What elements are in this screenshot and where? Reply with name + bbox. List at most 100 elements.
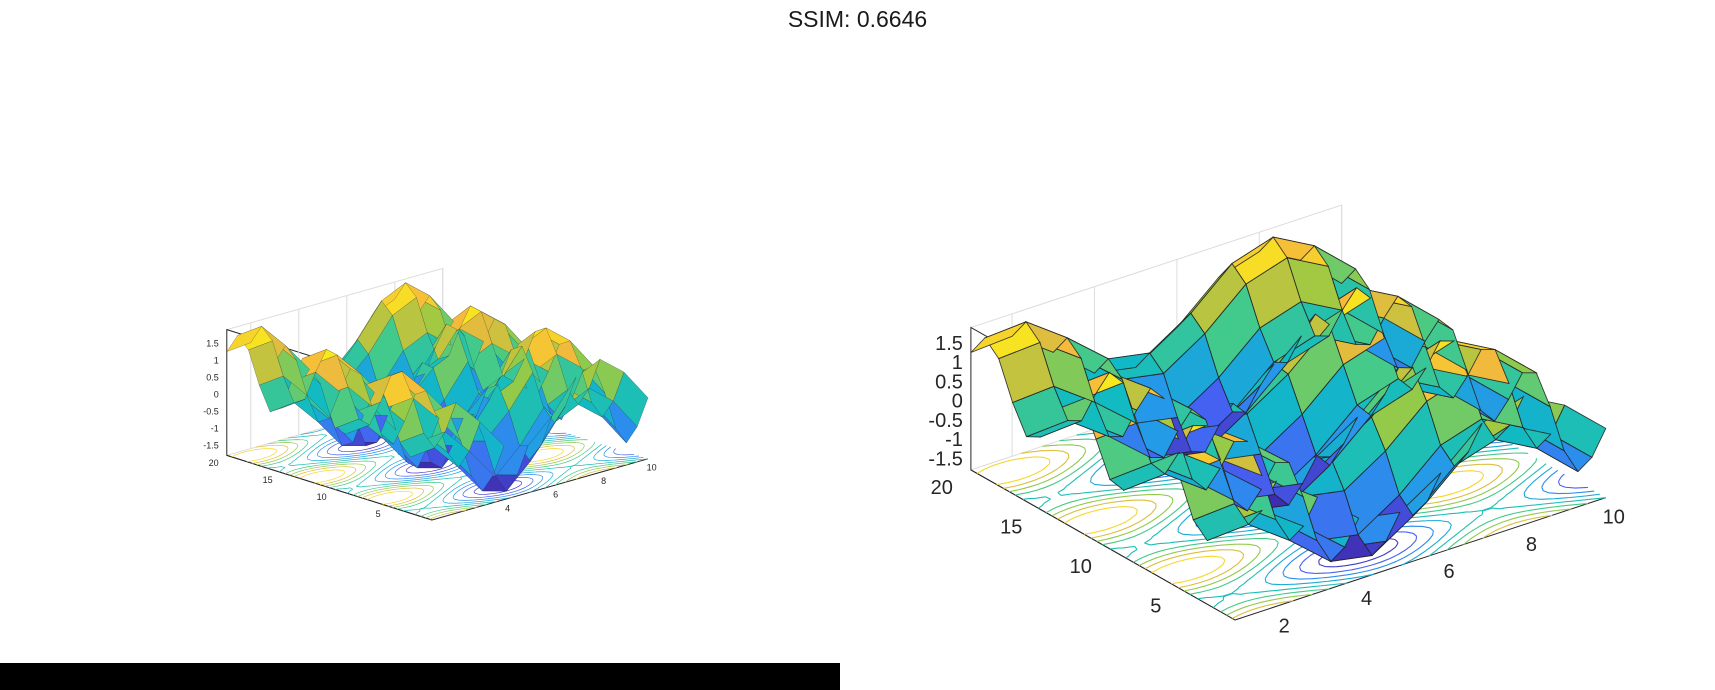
z-tick-label: -1.5 (203, 440, 219, 450)
surface-face (1245, 257, 1302, 329)
surface-face (1258, 236, 1316, 261)
surface-face (1452, 375, 1510, 422)
z-axis-line (970, 326, 1236, 621)
surface-face (1299, 245, 1357, 284)
surface-face (1178, 459, 1236, 521)
surface-face (1425, 340, 1482, 377)
surface-face (1328, 308, 1385, 346)
surface-face (1385, 472, 1442, 542)
surface-face (1233, 502, 1291, 542)
surface-face (1220, 480, 1278, 528)
surface-face (1397, 295, 1454, 331)
tick-labels-left: -1.5 -1 -0.5 0 0.5 1 1.5 4 6 8 10 5 10 15 20 (203, 338, 656, 519)
surface-face (1439, 386, 1495, 422)
surface-face (1151, 425, 1207, 443)
surface-face (1149, 312, 1206, 375)
surface-face (1260, 413, 1317, 496)
surface-face (1122, 381, 1180, 440)
surface-face (1411, 367, 1469, 399)
surface-face (1315, 404, 1372, 466)
contour-line (1108, 370, 1595, 580)
surface-face (1383, 339, 1442, 396)
surface-face (1039, 393, 1097, 438)
contour-line (1089, 367, 1600, 586)
x-tick-label: 8 (601, 476, 606, 486)
surface-face (1369, 297, 1427, 348)
surface-face (1259, 313, 1316, 386)
surface-face (1439, 340, 1496, 351)
surface-face (1164, 451, 1221, 491)
surface-face (1205, 413, 1262, 461)
surface-face (1218, 453, 1276, 501)
surface-face (1274, 518, 1333, 563)
y-tick-label: 15 (1000, 516, 1022, 538)
surface-face (1093, 352, 1151, 374)
tick-labels-right: -1.5-1-0.500.511.5 2 4 6 8 10 5 10 15 20 (928, 333, 1624, 638)
surface-face (1275, 456, 1331, 464)
surface-face (1190, 403, 1249, 421)
surface-face (1412, 340, 1469, 402)
surface-face (1218, 363, 1275, 426)
page-title: SSIM: 0.6646 (787, 6, 928, 32)
y-tick-label: 5 (1150, 595, 1161, 617)
contour-line (1022, 348, 1606, 609)
surface-face (1232, 493, 1290, 512)
surface-face (1095, 422, 1152, 481)
surface-face (1287, 323, 1344, 416)
y-axis-line (970, 469, 1236, 621)
surface-face (1121, 373, 1178, 424)
y-tick-label: 10 (317, 492, 327, 502)
x-axis-line (1234, 497, 1606, 621)
surface-face (1260, 456, 1318, 490)
surface-face (1206, 509, 1263, 542)
surface-face (1067, 420, 1123, 438)
contour-line (1143, 438, 1399, 568)
surface-face (1136, 422, 1194, 481)
surface-face (1383, 337, 1441, 388)
surface-face (1286, 308, 1344, 364)
surface-face (1302, 416, 1358, 484)
surface-mesh-left (226, 282, 649, 492)
surface-face (1053, 371, 1111, 412)
surface-face (1135, 416, 1192, 458)
surface-face (1246, 482, 1304, 512)
z-tick-label: -1 (211, 423, 219, 433)
surface-face (1301, 363, 1358, 456)
back-wall (970, 204, 1343, 471)
y-tick-label: 5 (376, 509, 381, 519)
x-tick-label: 4 (505, 503, 510, 513)
surface-mesh-right (970, 236, 1607, 563)
surface-face (1508, 382, 1565, 452)
surface-face (1204, 385, 1261, 453)
surface-face (1314, 245, 1370, 290)
surface-face (1412, 451, 1469, 517)
surface-face (1080, 393, 1138, 438)
surface-face (1397, 340, 1456, 368)
surface-face (1094, 401, 1151, 459)
z-tick-label: -0.5 (928, 410, 962, 432)
surface-face (1247, 509, 1305, 541)
surface-face (1150, 451, 1206, 459)
surface-face (1341, 309, 1399, 369)
surface-face (1177, 437, 1235, 502)
surface-face (1164, 425, 1222, 477)
surface-face (1232, 363, 1289, 415)
surface-face (1424, 345, 1482, 412)
surface-face (226, 325, 263, 353)
surface-face (1327, 265, 1385, 335)
surface-face (1426, 422, 1483, 502)
z-tick-label: 0.5 (935, 371, 963, 393)
surface-face (1122, 409, 1179, 459)
surface-face (1231, 361, 1289, 413)
surface-face (1356, 378, 1413, 417)
surface-face (1190, 411, 1248, 453)
surface-face (1176, 376, 1234, 453)
z-tick-label: 1 (952, 352, 963, 374)
x-tick-label: 8 (1526, 534, 1537, 556)
surface-face (1205, 467, 1262, 512)
surface-face (1135, 312, 1192, 368)
y-tick-label: 15 (263, 475, 273, 485)
bottom-bar (0, 663, 840, 690)
surface-face (1012, 385, 1069, 438)
surface-face (1494, 348, 1552, 408)
